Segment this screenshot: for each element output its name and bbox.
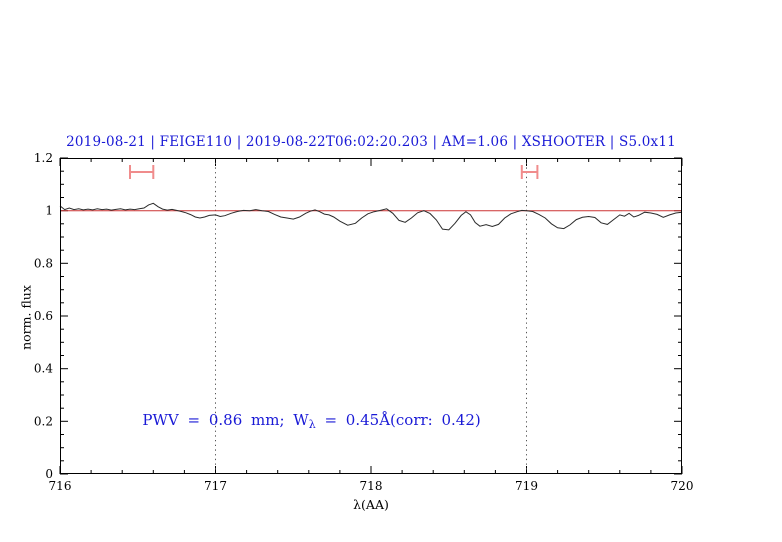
x-tick-label: 716 bbox=[49, 479, 72, 493]
x-tick-label: 720 bbox=[671, 479, 694, 493]
y-tick-label: 1.2 bbox=[34, 151, 53, 165]
y-axis-label: norm. flux bbox=[18, 285, 34, 350]
plot-border bbox=[60, 158, 682, 474]
y-tick-label: 1 bbox=[45, 204, 53, 218]
y-tick-label: 0 bbox=[45, 467, 53, 481]
x-tick-label: 718 bbox=[360, 479, 383, 493]
pwv-annotation: PWV = 0.86 mm; Wλ = 0.45Å(corr: 0.42) bbox=[142, 411, 480, 431]
x-tick-label: 717 bbox=[204, 479, 227, 493]
pwv-annotation-suffix: = 0.45Å(corr: 0.42) bbox=[315, 411, 481, 430]
pwv-annotation-lambda-subscript: λ bbox=[308, 418, 316, 432]
x-axis-label: λ(AA) bbox=[353, 497, 389, 512]
spectrum-line bbox=[59, 202, 683, 231]
y-tick-label: 0.2 bbox=[34, 414, 53, 428]
y-tick-label: 0.8 bbox=[34, 256, 53, 270]
y-tick-label: 0.4 bbox=[34, 362, 53, 376]
pwv-annotation-prefix: PWV = 0.86 mm; W bbox=[142, 411, 309, 430]
y-tick-label: 0.6 bbox=[34, 309, 53, 323]
x-tick-label: 719 bbox=[515, 479, 538, 493]
plot-title: 2019-08-21 | FEIGE110 | 2019-08-22T06:02… bbox=[66, 134, 676, 150]
plot-area: 716 717 718 719 720 0 0.2 0.4 0.6 0.8 1 1.2 bbox=[34, 151, 694, 493]
